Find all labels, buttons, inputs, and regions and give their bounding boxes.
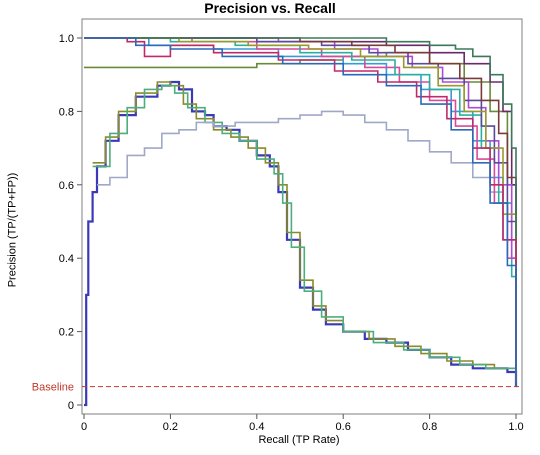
pr-curve-series-4 [97,110,504,204]
series-group [84,37,518,407]
x-tick-label: 0.4 [249,421,264,433]
pr-curve-series-3 [92,84,517,383]
pr-curve-series-14 [84,37,517,369]
pr-curve-series-13 [84,37,517,383]
pr-curve-series-12 [84,37,517,376]
pr-curve-series-2 [92,81,517,383]
plot-frame [81,18,523,415]
y-tick-label: 0.4 [59,253,74,265]
x-tick-label: 0.6 [336,421,351,433]
x-axis-label: Recall (TP Rate) [258,434,340,446]
y-tick-label: 1.0 [59,33,74,45]
x-tick-label: 0.8 [422,421,437,433]
baseline-label: Baseline [32,382,74,394]
chart-title: Precision vs. Recall [204,0,336,16]
x-tick-label: 0 [81,421,87,433]
y-tick-label: 0 [68,400,74,412]
y-tick-label: 0.8 [59,106,74,118]
x-tick-label: 1.0 [508,421,523,433]
x-tick-label: 0.2 [163,421,178,433]
y-tick-label: 0.6 [59,180,74,192]
y-tick-label: 0.2 [59,327,74,339]
pr-curve-series-16 [84,37,517,387]
